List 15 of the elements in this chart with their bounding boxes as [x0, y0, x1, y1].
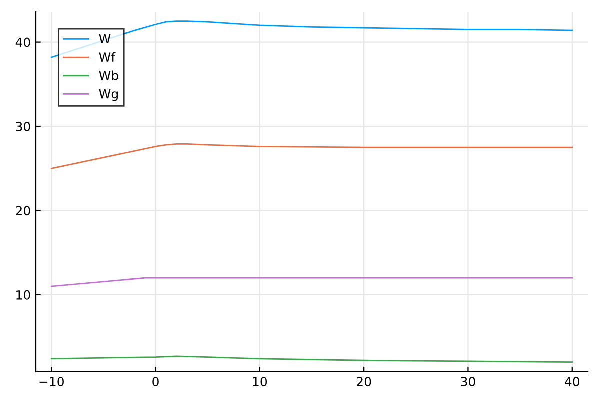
y-tick-label: 20 [16, 206, 30, 216]
legend-label: Wg [99, 89, 118, 102]
x-tick-label: 10 [253, 377, 268, 387]
y-tick-label: 30 [16, 122, 30, 132]
legend-label: W [99, 34, 111, 44]
x-tick-label: 0 [152, 377, 159, 387]
x-tick-label: 40 [565, 377, 580, 387]
legend-label: Wf [99, 52, 116, 62]
y-tick-label: 40 [16, 38, 30, 48]
line-series [50, 144, 574, 170]
y-tick-label: 10 [16, 290, 30, 300]
x-tick-label: 30 [461, 377, 476, 387]
x-tick-label: 20 [357, 377, 372, 387]
legend-label: Wb [99, 70, 118, 80]
x-tick-label: −10 [40, 377, 64, 387]
